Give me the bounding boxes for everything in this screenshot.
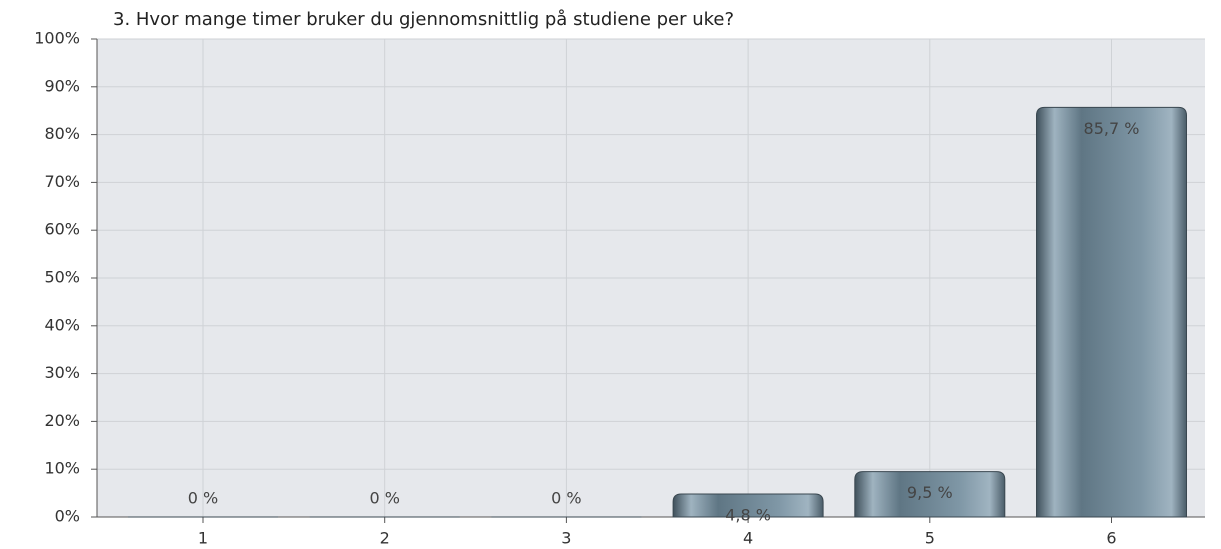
y-tick-label: 20% (44, 411, 80, 430)
x-tick-label: 1 (198, 529, 208, 548)
x-tick-label: 4 (743, 529, 753, 548)
y-tick-label: 10% (44, 459, 80, 478)
value-label: 0 % (188, 489, 218, 508)
y-tick-label: 0% (55, 507, 80, 526)
chart-title: 3. Hvor mange timer bruker du gjennomsni… (113, 9, 734, 30)
bar (1036, 106, 1187, 518)
value-label: 0 % (369, 489, 399, 508)
y-tick-label: 50% (44, 268, 80, 287)
y-tick-label: 80% (44, 124, 80, 143)
y-tick-label: 70% (44, 172, 80, 191)
x-tick-label: 6 (1106, 529, 1116, 548)
y-tick-label: 100% (34, 29, 80, 48)
bar (672, 493, 824, 518)
y-tick-label: 40% (44, 315, 80, 334)
x-tick-label: 2 (380, 529, 390, 548)
bar (854, 471, 1006, 518)
value-label: 85,7 % (1084, 119, 1140, 138)
y-tick-label: 60% (44, 220, 80, 239)
value-label: 0 % (551, 489, 581, 508)
x-tick-label: 5 (925, 529, 935, 548)
y-tick-label: 30% (44, 363, 80, 382)
y-tick-label: 90% (44, 76, 80, 95)
value-label: 4,8 % (725, 506, 771, 525)
value-label: 9,5 % (907, 483, 953, 502)
x-tick-label: 3 (561, 529, 571, 548)
